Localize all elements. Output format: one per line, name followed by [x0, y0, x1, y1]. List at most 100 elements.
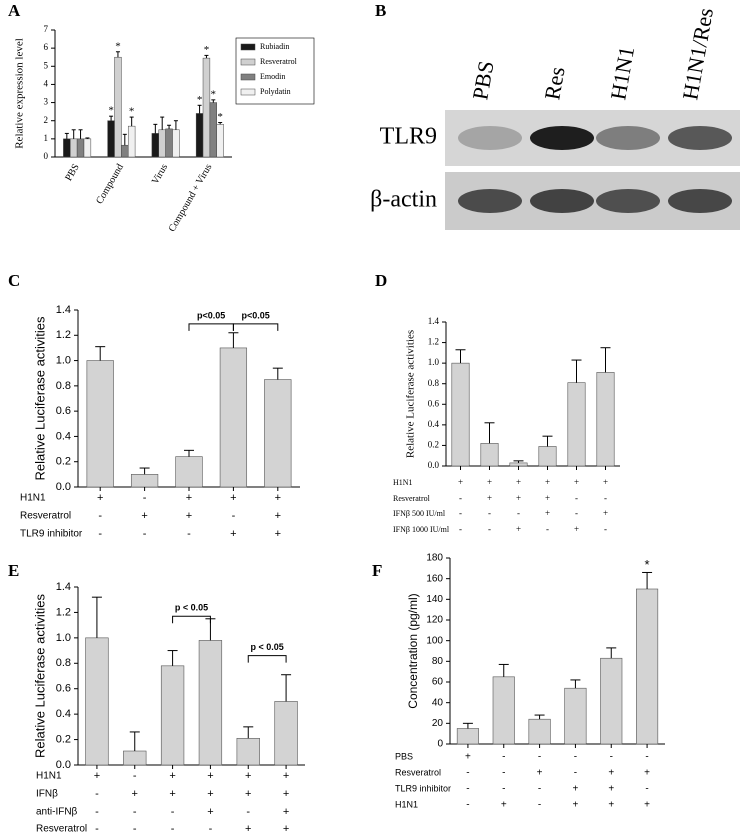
- bar: [70, 138, 78, 158]
- condition-mark: +: [169, 788, 175, 800]
- condition-mark: -: [459, 508, 462, 518]
- condition-mark: +: [275, 510, 281, 522]
- bar: [123, 750, 147, 766]
- legend-swatch: [240, 88, 256, 96]
- condition-mark: +: [132, 788, 138, 800]
- legend-swatch: [240, 73, 256, 81]
- y-tick-label: 0.0: [56, 759, 71, 771]
- legend-swatch: [240, 58, 256, 66]
- bar: [236, 737, 260, 766]
- y-axis-label: Relative Luciferase activities: [405, 330, 417, 458]
- condition-mark: -: [574, 752, 577, 763]
- bracket-label: p < 0.05: [175, 603, 208, 613]
- condition-label: H1N1: [36, 771, 62, 782]
- bar: [165, 128, 173, 158]
- panel-label: E: [8, 561, 19, 580]
- condition-mark: +: [487, 493, 492, 503]
- condition-mark: -: [133, 823, 137, 832]
- significance: *: [115, 40, 121, 52]
- panel-label: B: [375, 1, 386, 20]
- bar: [600, 657, 623, 745]
- condition-mark: +: [207, 770, 213, 782]
- condition-mark: -: [610, 752, 613, 763]
- y-tick-label: 1.0: [56, 354, 71, 366]
- blot-band: [668, 189, 732, 213]
- condition-mark: +: [97, 492, 103, 504]
- condition-mark: -: [171, 823, 175, 832]
- bar: [76, 138, 85, 158]
- y-tick-label: 1.0: [56, 632, 71, 644]
- condition-mark: +: [603, 508, 608, 518]
- y-tick-label: 5: [44, 60, 49, 70]
- condition-mark: -: [187, 528, 191, 540]
- condition-mark: -: [466, 784, 469, 795]
- significance: *: [645, 557, 650, 572]
- bracket: [188, 323, 234, 331]
- condition-mark: -: [143, 492, 147, 504]
- significance: *: [108, 105, 114, 117]
- y-tick-label: 40: [432, 697, 444, 708]
- y-tick-label: 1.2: [56, 329, 71, 341]
- condition-mark: +: [230, 528, 236, 540]
- bar: [209, 102, 217, 158]
- legend-label: Emodin: [260, 72, 285, 81]
- x-tick-label: PBS: [63, 162, 81, 183]
- condition-mark: -: [133, 770, 137, 782]
- y-tick-label: 3: [44, 97, 49, 107]
- bar: [274, 701, 298, 766]
- bar: [216, 124, 224, 158]
- bar: [480, 443, 499, 467]
- x-tick-label: Virus: [150, 162, 170, 186]
- condition-mark: +: [245, 823, 251, 832]
- bracket: [247, 655, 287, 663]
- condition-mark: +: [141, 510, 147, 522]
- condition-mark: -: [604, 524, 607, 534]
- condition-mark: -: [488, 508, 491, 518]
- y-tick-label: 0.4: [56, 430, 71, 442]
- bracket-label: p<0.05: [241, 310, 269, 320]
- bar: [107, 120, 115, 158]
- condition-mark: -: [466, 768, 469, 779]
- condition-mark: -: [645, 752, 648, 763]
- bar: [86, 360, 114, 488]
- condition-label: H1N1: [393, 478, 413, 487]
- bar: [160, 665, 185, 766]
- legend-label: Resveratrol: [260, 57, 298, 66]
- condition-mark: +: [245, 788, 251, 800]
- y-tick-label: 6: [44, 42, 49, 52]
- bar: [127, 125, 136, 158]
- bracket: [232, 323, 279, 331]
- y-tick-label: 1.2: [56, 606, 71, 618]
- significance: *: [197, 94, 203, 106]
- y-tick-label: 0: [437, 739, 443, 750]
- condition-mark: -: [209, 823, 213, 832]
- bar: [451, 362, 470, 467]
- condition-mark: +: [283, 770, 289, 782]
- bar: [528, 718, 551, 745]
- condition-mark: -: [538, 800, 541, 811]
- condition-mark: +: [186, 510, 192, 522]
- condition-mark: +: [545, 493, 550, 503]
- condition-mark: -: [459, 493, 462, 503]
- bar: [158, 129, 166, 158]
- bar: [130, 474, 159, 488]
- condition-mark: +: [465, 752, 471, 763]
- condition-mark: -: [459, 524, 462, 534]
- y-tick-label: 1.4: [428, 316, 440, 326]
- condition-mark: -: [502, 784, 505, 795]
- condition-label: TLR9 inhibitor: [20, 529, 83, 540]
- bar: [198, 640, 223, 766]
- condition-mark: -: [538, 752, 541, 763]
- y-axis-label: Relative Luciferase activities: [32, 316, 47, 481]
- x-tick-label: Compound: [94, 162, 126, 206]
- bar: [492, 676, 515, 745]
- bar: [202, 57, 211, 158]
- condition-mark: +: [94, 770, 100, 782]
- bar: [63, 138, 71, 158]
- condition-mark: +: [603, 477, 608, 487]
- condition-mark: -: [488, 524, 491, 534]
- condition-mark: +: [516, 524, 521, 534]
- row-label: TLR9: [380, 124, 437, 150]
- blot-band: [458, 189, 522, 213]
- condition-mark: +: [458, 477, 463, 487]
